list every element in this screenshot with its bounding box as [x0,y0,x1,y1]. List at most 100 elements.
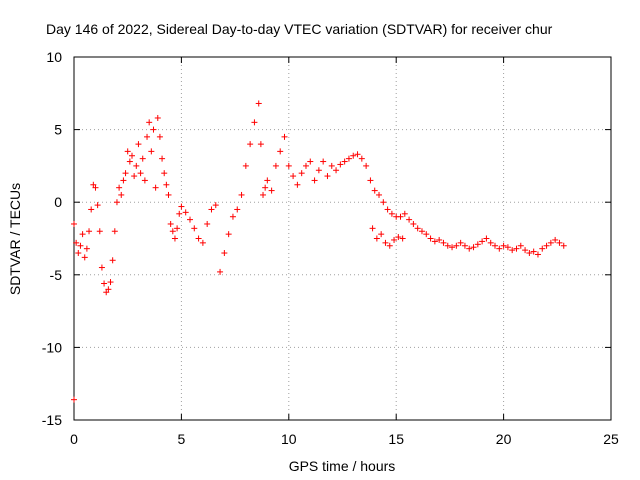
data-point [509,247,516,254]
data-point [522,247,529,254]
data-point [410,220,417,227]
data-point [73,239,80,246]
data-point [83,245,90,252]
data-point [500,242,507,249]
data-point [116,184,123,191]
data-point [186,216,193,223]
data-point [363,162,370,169]
data-point [128,152,135,159]
data-point [543,242,550,249]
data-point [234,206,241,213]
data-point [395,234,402,241]
data-point [369,225,376,232]
data-point [436,236,443,243]
data-point [526,250,533,257]
data-point [399,235,406,242]
x-tick-label: 5 [178,431,186,447]
data-point [212,202,219,209]
y-tick-label: 5 [54,122,62,138]
data-point [388,210,395,217]
x-tick-label: 15 [388,431,404,447]
data-point [534,251,541,258]
data-point [98,264,105,271]
data-point [496,245,503,252]
data-point [418,228,425,235]
data-point [530,248,537,255]
data-point [341,158,348,165]
data-point [152,184,159,191]
data-point [191,225,198,232]
data-point [159,155,166,162]
data-point [124,148,131,155]
data-point [391,236,398,243]
x-tick-label: 10 [281,431,297,447]
data-point [144,133,151,140]
data-point [367,177,374,184]
data-point [453,242,460,249]
data-point [120,177,127,184]
data-point [320,158,327,165]
data-point [88,206,95,213]
data-point [79,231,86,238]
data-point [371,187,378,194]
data-point [547,239,554,246]
data-point [109,257,116,264]
data-point [378,231,385,238]
data-point [384,206,391,213]
data-point [251,119,258,126]
data-point [146,119,153,126]
data-point [247,141,254,148]
data-point [154,114,161,121]
data-point [122,170,129,177]
data-point [242,162,249,169]
data-point [414,225,421,232]
data-point [324,173,331,180]
data-point [156,133,163,140]
plot-frame [73,56,612,421]
data-point [221,250,228,257]
data-point [137,170,144,177]
data-point [285,162,292,169]
data-point [354,151,361,158]
data-point [470,244,477,251]
data-point [176,210,183,217]
data-point [311,177,318,184]
y-tick-label: 0 [54,194,62,210]
data-point [294,181,301,188]
x-tick-labels: 0 5 10 15 20 25 [70,431,619,447]
data-point [217,268,224,275]
data-point [199,239,206,246]
data-point [539,245,546,252]
data-point [94,202,101,209]
data-point [401,210,408,217]
data-point [208,206,215,213]
data-point [487,239,494,246]
x-tick-label: 20 [496,431,512,447]
data-point [113,199,120,206]
data-point [101,280,108,287]
data-point [126,158,133,165]
data-point [358,155,365,162]
data-point [150,126,157,133]
y-tick-labels: 10 5 0 -5 -10 -15 [42,49,62,428]
data-point [81,254,88,261]
data-point [444,242,451,249]
data-point [163,181,170,188]
data-point [440,239,447,246]
data-point [382,239,389,246]
data-point [504,244,511,251]
data-point [277,148,284,155]
data-point [77,242,84,249]
data-point [466,245,473,252]
data-point [141,177,148,184]
data-point [513,245,520,252]
data-point [474,241,481,248]
data-point [148,148,155,155]
data-point [380,199,387,206]
data-point [161,170,168,177]
x-axis-label: GPS time / hours [289,458,396,474]
data-point [272,162,279,169]
data-point [373,235,380,242]
data-point [169,228,176,235]
data-point [167,220,174,227]
